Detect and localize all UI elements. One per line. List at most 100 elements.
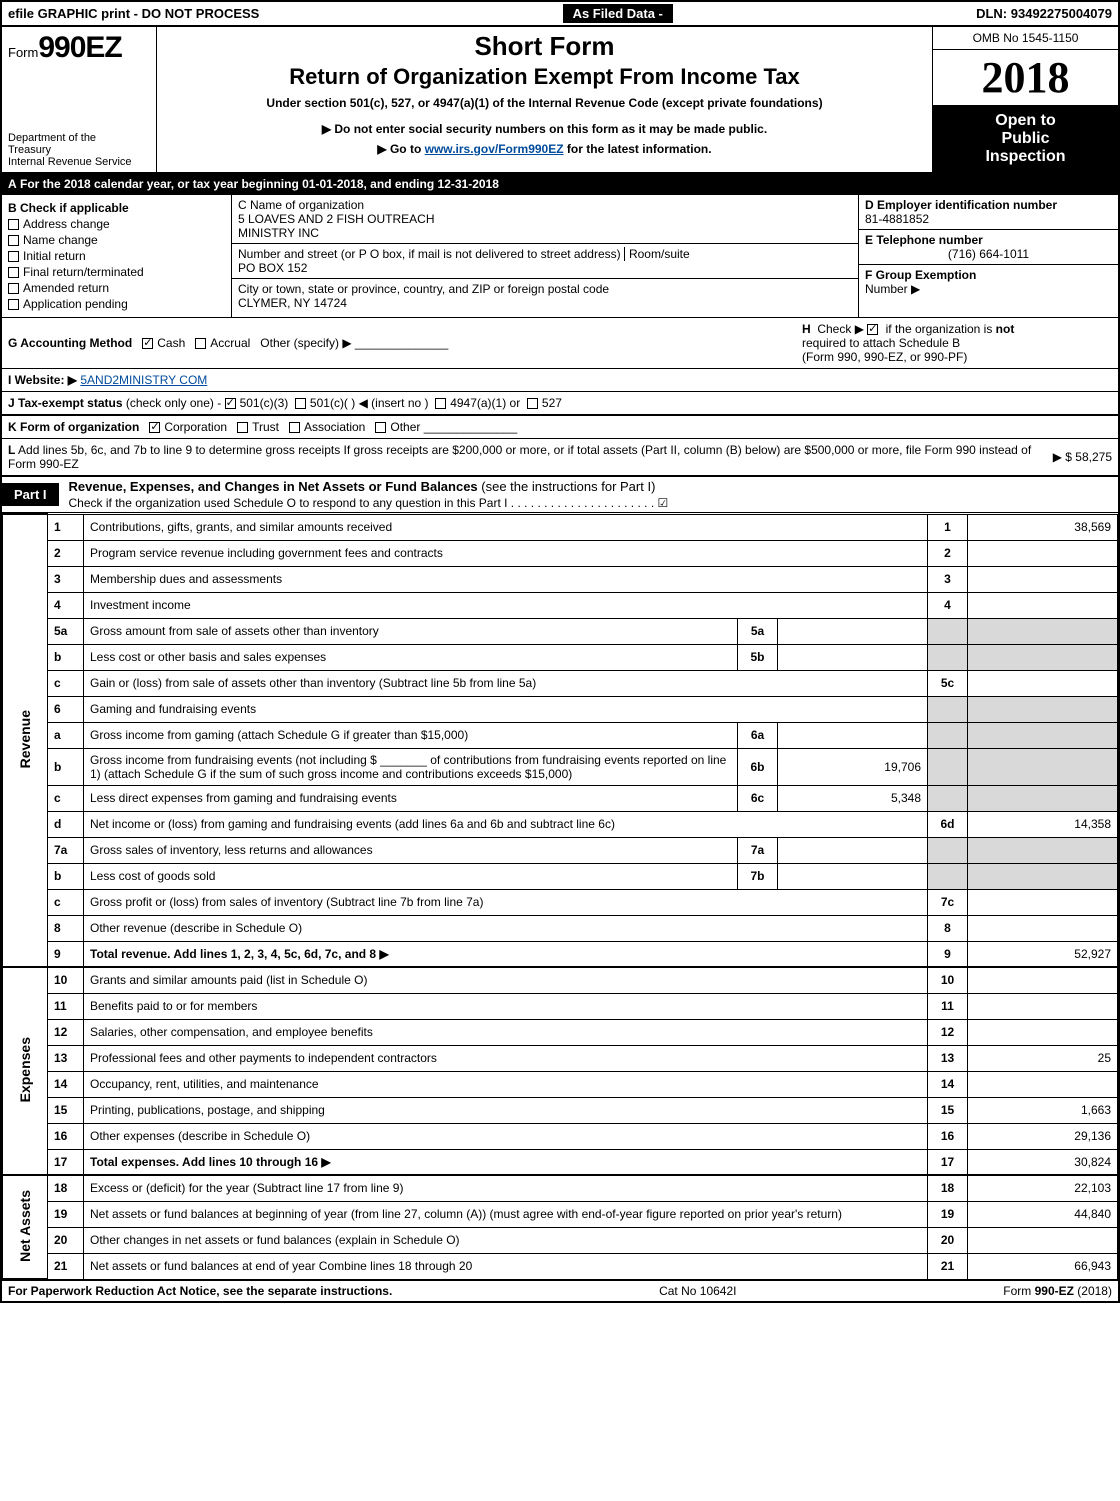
checkbox-h[interactable]: [867, 324, 878, 335]
goto-line: ▶ Go to www.irs.gov/Form990EZ for the la…: [167, 142, 922, 156]
row-a-text1: For the 2018 calendar year, or tax year …: [17, 177, 302, 191]
sub-line-value: 19,706: [778, 748, 928, 785]
sub-line-value: [778, 618, 928, 644]
right-line-number: 20: [928, 1227, 968, 1253]
row-a-text2: , and ending: [364, 177, 438, 191]
checkbox-application-pending[interactable]: [8, 299, 19, 310]
dept-line-2: Treasury: [8, 144, 150, 156]
j-paren: (check only one) -: [126, 396, 221, 410]
h-not: not: [996, 322, 1015, 336]
header-center: Short Form Return of Organization Exempt…: [157, 27, 933, 172]
section-revenue-label: Revenue: [3, 514, 48, 967]
open-line-3: Inspection: [935, 148, 1116, 166]
label-501c: 501(c)( ) ◀ (insert no ): [310, 396, 429, 410]
sub-line-number: 5a: [738, 618, 778, 644]
right-line-number: [928, 722, 968, 748]
line-description: Gross amount from sale of assets other t…: [84, 618, 738, 644]
line-description: Gaming and fundraising events: [84, 696, 928, 722]
h-text1: Check ▶: [817, 322, 864, 336]
checkbox-amended-return[interactable]: [8, 283, 19, 294]
part-1-subtitle: (see the instructions for Part I): [481, 479, 655, 494]
line-number: 2: [48, 540, 84, 566]
table-row: 2Program service revenue including gover…: [3, 540, 1118, 566]
h-block: H Check ▶ if the organization is not req…: [802, 322, 1112, 364]
label-trust: Trust: [252, 420, 279, 434]
line-number: c: [48, 785, 84, 811]
part-1-header: Part I Revenue, Expenses, and Changes in…: [2, 477, 1118, 513]
right-line-number: 19: [928, 1201, 968, 1227]
table-row: 4Investment income4: [3, 592, 1118, 618]
checkbox-527[interactable]: [527, 398, 538, 409]
line-description: Gross profit or (loss) from sales of inv…: [84, 889, 928, 915]
org-name-label: C Name of organization: [238, 198, 435, 212]
org-city: CLYMER, NY 14724: [238, 296, 609, 310]
open-public-inspection: Open to Public Inspection: [933, 106, 1118, 172]
line-number: 10: [48, 967, 84, 993]
right-line-value: [968, 863, 1118, 889]
g-label: G Accounting Method: [8, 336, 132, 350]
checkbox-501c3[interactable]: [225, 398, 236, 409]
line-description: Other expenses (describe in Schedule O): [84, 1123, 928, 1149]
table-row: Revenue1Contributions, gifts, grants, an…: [3, 514, 1118, 540]
line-number: 18: [48, 1175, 84, 1201]
table-row: 3Membership dues and assessments3: [3, 566, 1118, 592]
right-line-value: [968, 967, 1118, 993]
goto-prefix: ▶ Go to: [377, 142, 424, 156]
line-description: Net income or (loss) from gaming and fun…: [84, 811, 928, 837]
line-description: Other revenue (describe in Schedule O): [84, 915, 928, 941]
checkbox-trust[interactable]: [237, 422, 248, 433]
right-line-number: 5c: [928, 670, 968, 696]
line-number: 9: [48, 941, 84, 967]
checkbox-initial-return[interactable]: [8, 251, 19, 262]
line-description: Contributions, gifts, grants, and simila…: [84, 514, 928, 540]
checkbox-accrual[interactable]: [195, 338, 206, 349]
checkbox-other-org[interactable]: [375, 422, 386, 433]
sub-line-number: 7b: [738, 863, 778, 889]
table-row: bLess cost or other basis and sales expe…: [3, 644, 1118, 670]
line-number: 6: [48, 696, 84, 722]
table-row: 21Net assets or fund balances at end of …: [3, 1253, 1118, 1279]
table-row: 17Total expenses. Add lines 10 through 1…: [3, 1149, 1118, 1175]
checkbox-address-change[interactable]: [8, 219, 19, 230]
right-line-value: [968, 566, 1118, 592]
checkbox-association[interactable]: [289, 422, 300, 433]
right-line-value: 29,136: [968, 1123, 1118, 1149]
right-line-value: [968, 696, 1118, 722]
sub-line-value: [778, 722, 928, 748]
checkbox-4947[interactable]: [435, 398, 446, 409]
phone-block: E Telephone number (716) 664-1011: [859, 230, 1118, 265]
website-link[interactable]: 5AND2MINISTRY COM: [80, 373, 207, 387]
checkbox-cash[interactable]: [142, 338, 153, 349]
checkbox-final-return[interactable]: [8, 267, 19, 278]
label-other-specify: Other (specify) ▶: [260, 336, 351, 350]
part-1-table: Revenue1Contributions, gifts, grants, an…: [2, 513, 1118, 1280]
irs-link[interactable]: www.irs.gov/Form990EZ: [425, 142, 564, 156]
table-row: bLess cost of goods sold7b: [3, 863, 1118, 889]
checkbox-corporation[interactable]: [149, 422, 160, 433]
dln-number: DLN: 93492275004079: [976, 6, 1112, 21]
right-line-value: [968, 837, 1118, 863]
line-description: Total expenses. Add lines 10 through 16 …: [84, 1149, 928, 1175]
checkbox-501c[interactable]: [295, 398, 306, 409]
line-number: 3: [48, 566, 84, 592]
tax-year: 2018: [933, 50, 1118, 106]
table-row: 13Professional fees and other payments t…: [3, 1045, 1118, 1071]
right-line-value: [968, 748, 1118, 785]
header-right: OMB No 1545-1150 2018 Open to Public Ins…: [933, 27, 1118, 172]
table-row: 20Other changes in net assets or fund ba…: [3, 1227, 1118, 1253]
top-bar: efile GRAPHIC print - DO NOT PROCESS As …: [2, 2, 1118, 27]
line-number: 1: [48, 514, 84, 540]
checkbox-name-change[interactable]: [8, 235, 19, 246]
paperwork-notice: For Paperwork Reduction Act Notice, see …: [8, 1284, 392, 1298]
section-netassets-label: Net Assets: [3, 1175, 48, 1279]
right-line-number: 1: [928, 514, 968, 540]
table-row: 5aGross amount from sale of assets other…: [3, 618, 1118, 644]
line-number: a: [48, 722, 84, 748]
table-row: 6Gaming and fundraising events: [3, 696, 1118, 722]
line-number: 21: [48, 1253, 84, 1279]
line-description: Less direct expenses from gaming and fun…: [84, 785, 738, 811]
line-description: Investment income: [84, 592, 928, 618]
right-line-number: 18: [928, 1175, 968, 1201]
right-line-number: 11: [928, 993, 968, 1019]
right-line-number: 21: [928, 1253, 968, 1279]
